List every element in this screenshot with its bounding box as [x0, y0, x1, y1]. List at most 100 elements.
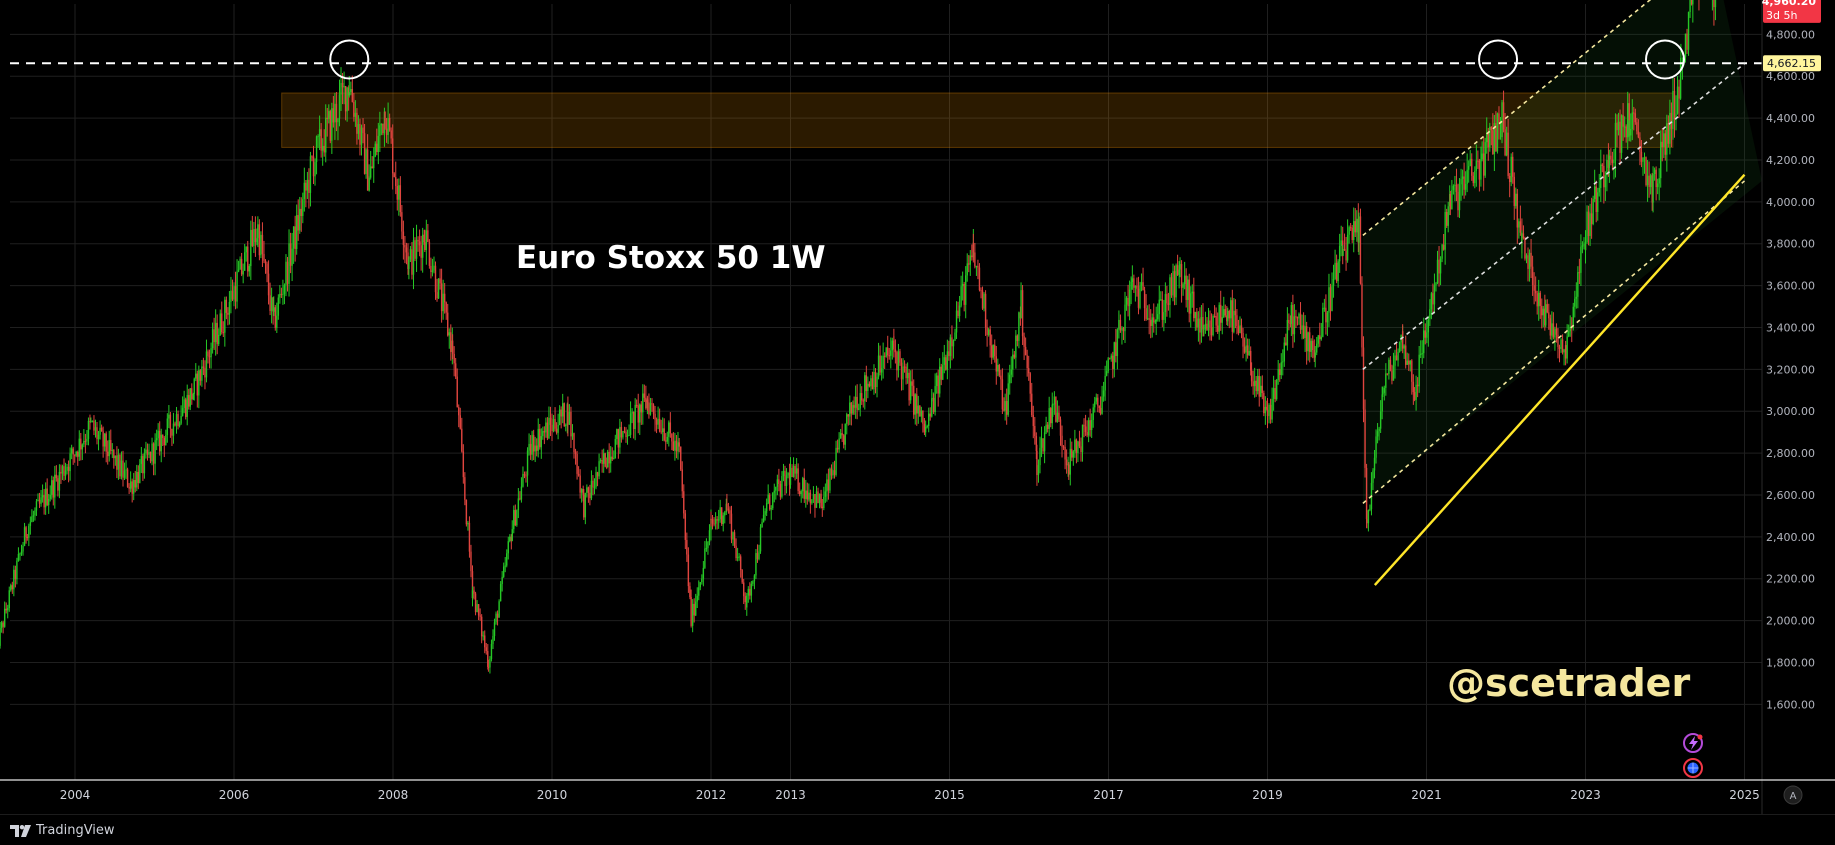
candle-body [211, 329, 214, 349]
candle-body [1234, 310, 1237, 316]
candle-body [239, 258, 241, 270]
candle-body [909, 381, 912, 401]
candle-body [1204, 323, 1207, 330]
candle-body [1555, 328, 1558, 335]
candle-body [462, 451, 465, 478]
candle-body [401, 212, 403, 232]
candle-body [41, 495, 44, 498]
channel-middle-line [1362, 63, 1746, 370]
candle-body [1266, 409, 1269, 417]
candle-body [1122, 327, 1125, 332]
x-tick-label: 2023 [1570, 788, 1601, 802]
candle-body [1269, 404, 1272, 420]
candle-body [1504, 129, 1506, 156]
candle-body [1552, 323, 1555, 338]
candle-body [758, 551, 760, 560]
auto-scale-button[interactable]: A [1783, 785, 1803, 805]
candle-body [1389, 359, 1392, 371]
globe-icon[interactable] [1683, 758, 1703, 778]
candle-body [84, 440, 87, 442]
candle-body [689, 586, 691, 598]
candle-body [113, 450, 115, 459]
bolt-icon[interactable] [1683, 733, 1703, 753]
candle-body [291, 248, 293, 266]
candle-body [657, 418, 659, 425]
candle-body [610, 456, 612, 464]
candle-body [587, 487, 590, 493]
candle-body [282, 293, 284, 295]
candle-body [645, 397, 647, 409]
candle-body [256, 238, 258, 243]
candle-body [328, 111, 330, 120]
candle-body [1142, 282, 1144, 291]
candle-body [1359, 216, 1362, 284]
candle-body [1197, 318, 1200, 328]
candle-body [905, 366, 907, 379]
candle-body [770, 508, 772, 510]
candle-body [1640, 151, 1643, 162]
candle-body [412, 240, 415, 275]
candle-body [1140, 282, 1143, 286]
candle-body [1087, 420, 1090, 436]
candle-body [464, 477, 466, 500]
candle-body [1342, 248, 1344, 256]
candle-body [1314, 352, 1316, 358]
candle-body [94, 427, 97, 431]
candle-body [545, 422, 547, 433]
candle-body [1533, 285, 1535, 291]
candle-body [1486, 132, 1488, 143]
candle-body [266, 263, 268, 274]
candle-body [10, 585, 12, 591]
y-tick-label: 2,000.00 [1766, 615, 1815, 628]
candle-body [843, 435, 845, 445]
candle-body [926, 425, 928, 427]
candle-body [448, 332, 450, 336]
candle-body [1512, 156, 1514, 177]
candle-body [755, 553, 757, 576]
candle-body [414, 240, 416, 259]
candle-body [1148, 318, 1150, 320]
candle-body [1223, 309, 1225, 318]
candle-body [1266, 406, 1268, 410]
candle-body [1423, 330, 1425, 354]
candle-body [1713, 0, 1715, 8]
candle-body [357, 124, 360, 134]
candle-body [747, 588, 750, 596]
candle-body [719, 507, 721, 520]
candle-body [1183, 275, 1186, 285]
candle-body [390, 130, 392, 139]
candle-body [864, 375, 866, 402]
candle-body [1149, 319, 1152, 326]
candle-body [555, 428, 558, 433]
candle-body [1338, 245, 1341, 262]
candle-body [943, 357, 946, 365]
tradingview-logo[interactable]: TradingView [10, 823, 115, 838]
candle-body [14, 569, 17, 580]
candle-body [129, 481, 132, 485]
candle-body [1673, 90, 1676, 120]
candle-body [980, 290, 982, 292]
candle-body [1048, 408, 1050, 429]
candle-body [231, 290, 234, 300]
candle-body [171, 428, 173, 436]
candle-body [1024, 346, 1027, 356]
candle-body [1614, 122, 1617, 160]
candle-body [1220, 304, 1222, 323]
candle-body [1245, 345, 1247, 353]
candle-body [1074, 439, 1076, 452]
candle-body [823, 496, 825, 509]
candle-body [1250, 370, 1253, 382]
candle-body [242, 270, 244, 275]
candle-body [1136, 285, 1138, 289]
candle-body [1653, 169, 1656, 174]
candle-body [897, 351, 900, 371]
candle-body [29, 522, 32, 526]
candle-body [1376, 431, 1379, 437]
candle-body [613, 458, 615, 460]
candle-body [1346, 234, 1349, 261]
candle-body [1326, 312, 1329, 323]
candle-body [528, 443, 530, 451]
candle-body [1463, 176, 1465, 190]
candle-body [635, 404, 638, 406]
